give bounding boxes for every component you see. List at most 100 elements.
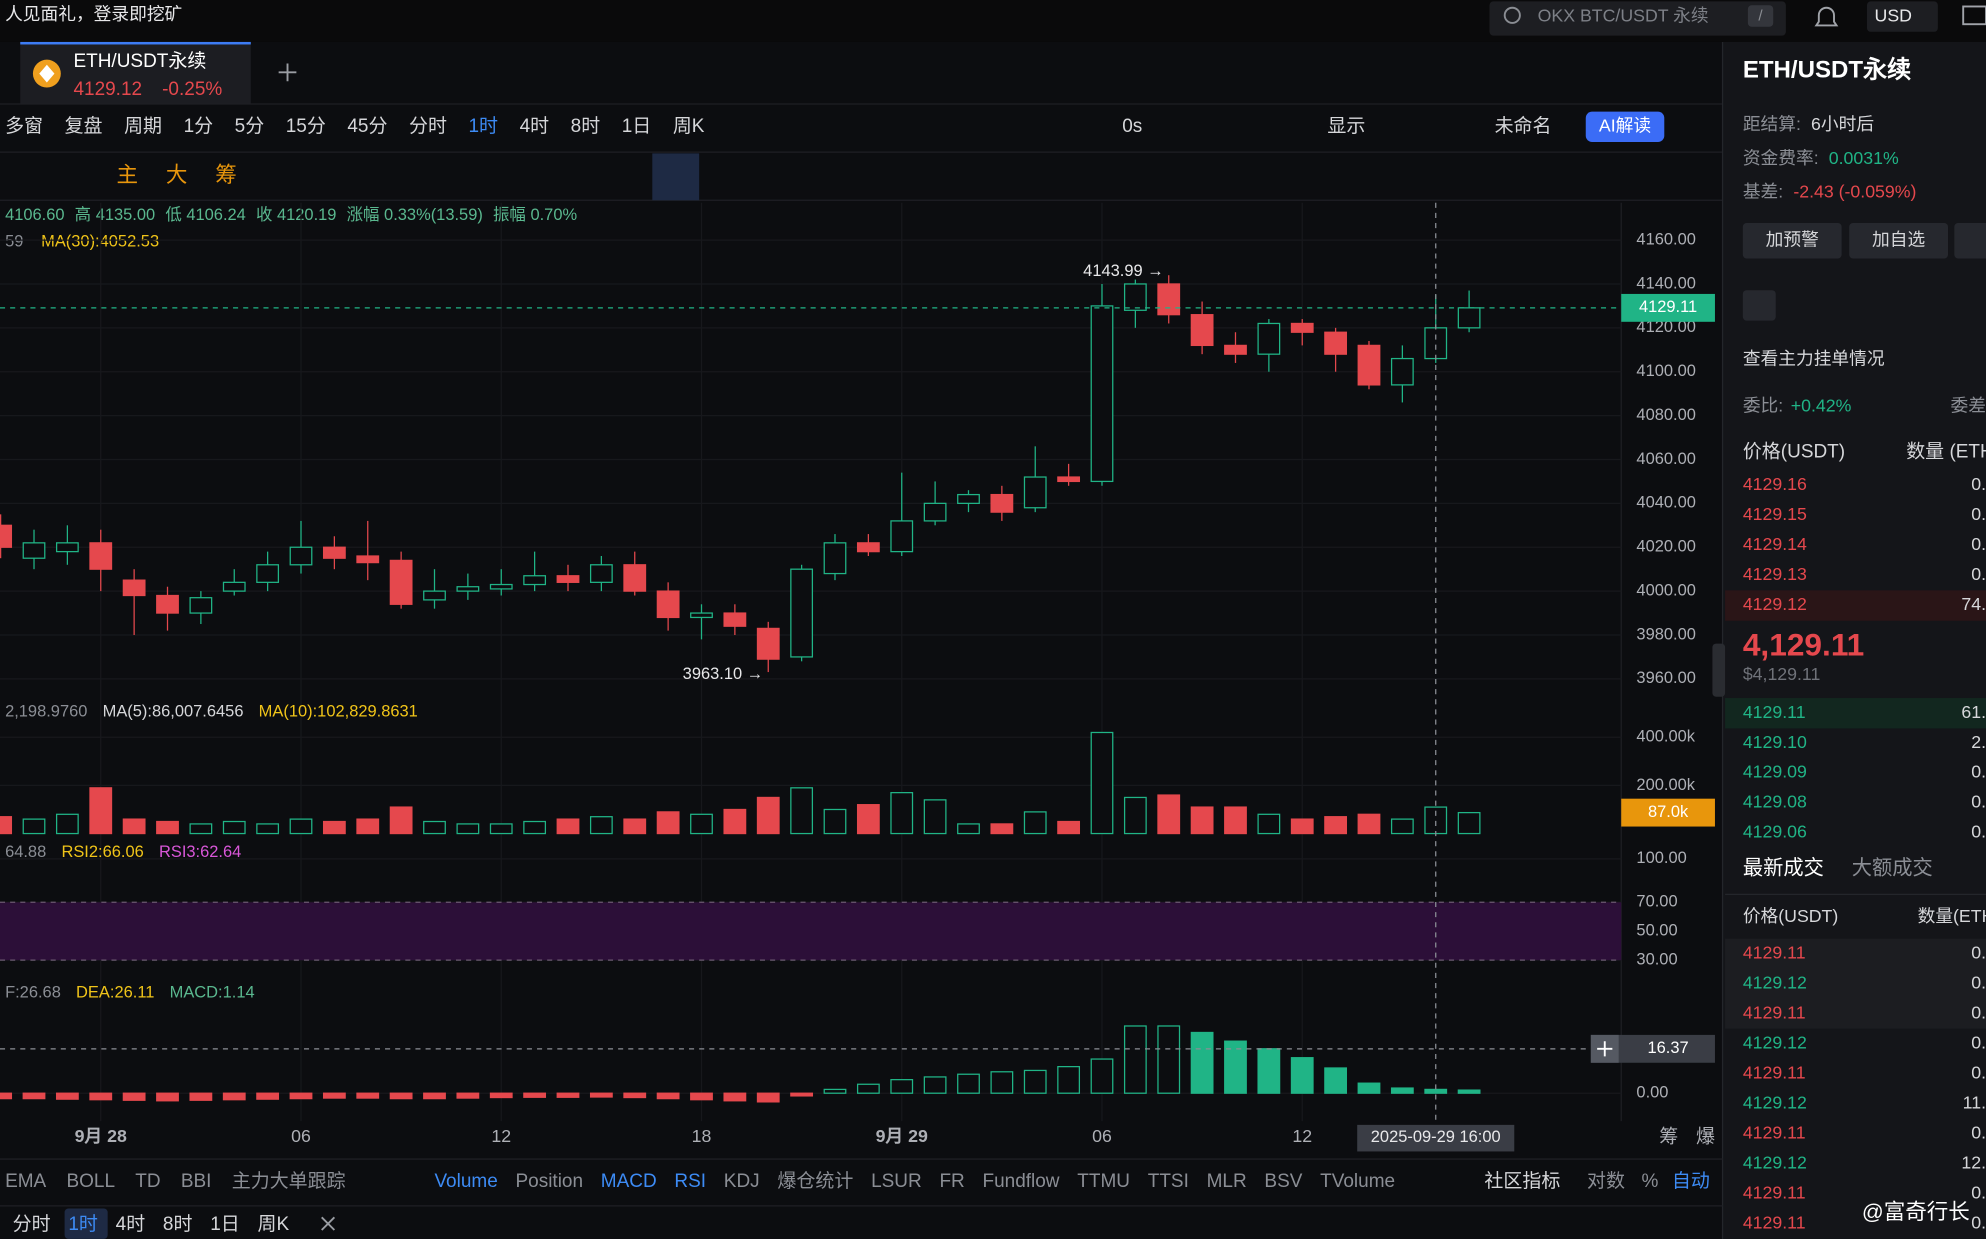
period-button[interactable]: 分时 [13,1213,51,1235]
macd-bar [1023,1069,1047,1094]
macd-bar [523,1092,547,1098]
period-button[interactable]: 分时 [409,115,447,137]
button-bg[interactable] [1954,223,1986,259]
book-view-active[interactable] [1742,290,1776,321]
axis-corner[interactable]: 爆 [1696,1126,1715,1148]
macd-bar [322,1092,346,1099]
ai-button[interactable] [1585,111,1665,142]
timer[interactable]: 0s [1122,116,1142,137]
indicator-button[interactable]: BOLL [66,1171,115,1192]
community-indicators[interactable]: 社区指标 [1484,1170,1560,1192]
collapse-handle[interactable] [1712,643,1726,697]
trade-tab[interactable]: 最新成交 [1743,856,1824,879]
candle-body [556,575,580,583]
close-icon[interactable] [321,1216,336,1231]
indicator-button[interactable]: MACD [601,1171,657,1192]
drawing-tool[interactable]: 大 [166,163,188,187]
search-box[interactable] [1489,1,1786,36]
bid-price: 4129.09 [1743,762,1807,782]
indicator-button[interactable]: Position [515,1171,583,1192]
indicator-button[interactable]: RSI [674,1171,706,1192]
drawing-tool[interactable]: 筹 [215,163,237,187]
period-button[interactable]: 1时 [68,1213,98,1235]
ohlc-legend: 低 4106.24 [165,206,246,224]
volume-legend: MA(5):86,007.6456 [103,702,244,720]
display[interactable]: 显示 [1327,116,1365,137]
drawing-tool[interactable]: 主 [117,163,139,187]
candle-body [623,564,647,592]
add-tab[interactable] [278,63,297,82]
candle-body [256,564,280,583]
currency[interactable]: USD [1875,5,1912,25]
volume-bar [156,820,179,835]
period-button[interactable]: 周K [257,1214,289,1235]
indicator-button[interactable]: FR [939,1171,964,1192]
indicator-button[interactable]: EMA [5,1171,46,1192]
tab-bar [0,41,1723,105]
auto-toggle[interactable]: 自动 [1672,1170,1710,1192]
indicator-button[interactable]: BBI [181,1171,212,1192]
ai-label[interactable]: AI解读 [1599,115,1651,135]
macd-bar [589,1092,613,1098]
indicator-button[interactable]: MLR [1207,1171,1247,1192]
period-button[interactable]: 8时 [163,1213,193,1235]
last-price-label: 4129.11 [1639,298,1697,316]
indicator-button[interactable]: 爆仓统计 [777,1170,853,1192]
bell-icon[interactable] [1814,6,1839,27]
period-button[interactable]: 45分 [347,115,387,137]
period-button[interactable]: 1时 [469,115,499,137]
percent-toggle[interactable]: % [1641,1171,1658,1192]
main-orders-link[interactable]: 查看主力挂单情况 [1743,349,1885,369]
indicator-button[interactable]: TD [135,1171,160,1192]
candle-body [890,520,914,553]
period-button[interactable]: 4时 [520,115,550,137]
candle-body [1390,357,1414,386]
log-toggle[interactable]: 对数 [1587,1170,1625,1192]
period-button[interactable]: 5分 [235,115,265,137]
macd-bar [1357,1082,1381,1094]
period-button[interactable]: 周期 [124,115,162,137]
indicator-button[interactable]: 主力大单跟踪 [232,1170,346,1192]
period-button[interactable]: 8时 [571,115,601,137]
volume-bar [1123,796,1147,835]
volume-bar [222,820,246,835]
candle-body [856,542,880,553]
candle-body [189,597,213,614]
indicator-button[interactable]: Fundflow [982,1171,1059,1192]
layout-name[interactable]: 未命名 [1495,115,1552,137]
button-bg[interactable] [1849,223,1949,259]
period-button[interactable]: 1日 [210,1214,240,1235]
period-button[interactable]: 周K [673,116,705,137]
macd-bar [990,1071,1014,1094]
ohlc-legend: 涨幅 0.33%(13.59) [347,206,483,224]
indicator-button[interactable]: Volume [434,1171,497,1192]
promo[interactable]: 人见面礼，登录即挖矿 [5,4,182,24]
panel-button[interactable]: 加预警 [1766,229,1819,249]
period-button[interactable]: 复盘 [65,115,103,137]
macd-legend: F:26.68 [5,983,61,1001]
trade-tab[interactable]: 大额成交 [1852,856,1933,879]
indicator-button[interactable]: KDJ [724,1171,760,1192]
active-period[interactable] [64,1208,108,1239]
mail-icon[interactable] [1962,5,1986,26]
button-bg[interactable] [1742,223,1842,259]
period-button[interactable]: 4时 [116,1213,146,1235]
indicator-button[interactable]: TVolume [1320,1171,1395,1192]
indicator-button[interactable]: BSV [1264,1171,1302,1192]
active-tool[interactable] [652,153,700,201]
axis-corner[interactable]: 筹 [1659,1126,1678,1148]
indicator-button[interactable]: TTSI [1148,1171,1189,1192]
stat-value: 0.0031% [1829,148,1899,168]
period-button[interactable]: 多窗 [5,115,43,137]
period-button[interactable]: 1分 [184,115,214,137]
indicator-button[interactable]: LSUR [871,1171,922,1192]
period-button[interactable]: 15分 [286,115,326,137]
panel-button[interactable]: 加自选 [1872,229,1925,249]
indicator-button[interactable]: TTMU [1077,1171,1130,1192]
currency-box[interactable] [1866,1,1938,32]
macd-bar [723,1092,747,1102]
y-tick-label: 3980.00 [1636,625,1695,643]
candle-body [990,493,1014,513]
period-button[interactable]: 1日 [622,116,652,137]
